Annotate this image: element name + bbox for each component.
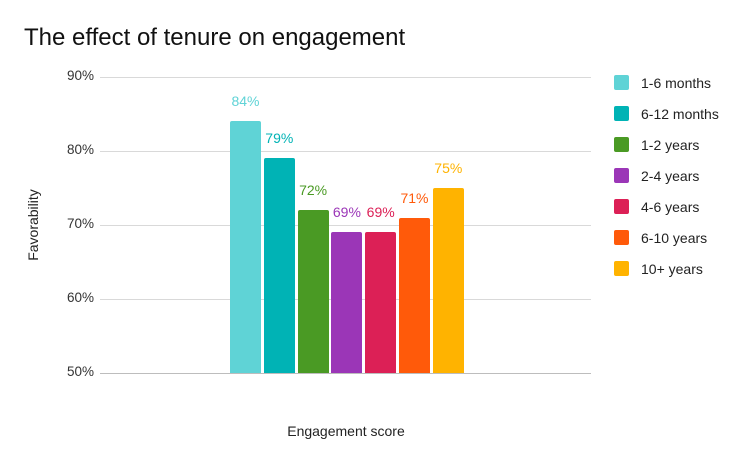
legend-swatch-icon [614, 230, 629, 245]
bar-6-10-years[interactable] [399, 217, 430, 373]
legend-label: 2-4 years [641, 167, 700, 184]
legend-label: 6-12 months [641, 105, 719, 122]
y-axis-label: Favorability [25, 189, 41, 261]
gridline [100, 77, 591, 78]
legend-label: 1-2 years [641, 136, 700, 153]
legend-swatch-icon [614, 106, 629, 121]
legend-item[interactable]: 1-6 months [614, 67, 719, 98]
data-label: 75% [434, 160, 463, 176]
data-label: 71% [400, 189, 429, 206]
bar-6-12-months[interactable] [263, 158, 295, 373]
bar-1-6-months[interactable] [230, 121, 261, 373]
legend-swatch-icon [614, 75, 629, 90]
bar-4-6-years[interactable] [365, 232, 397, 373]
legend-label: 6-10 years [641, 229, 708, 246]
legend-label: 4-6 years [641, 198, 700, 215]
legend-item[interactable]: 4-6 years [614, 191, 719, 222]
data-label: 79% [265, 130, 294, 147]
legend-label: 1-6 months [641, 74, 712, 91]
legend-item[interactable]: 6-10 years [614, 222, 719, 253]
gridline [100, 151, 591, 152]
y-tick-label: 60% [66, 290, 94, 305]
data-label: 69% [332, 204, 361, 221]
legend-item[interactable]: 10+ years [614, 253, 719, 284]
legend-swatch-icon [614, 261, 629, 276]
legend-item[interactable]: 1-2 years [614, 129, 719, 160]
legend: 1-6 months 6-12 months 1-2 years 2-4 years 4… [614, 67, 719, 284]
data-label: 84% [231, 93, 260, 110]
bar-2-4-years[interactable] [331, 232, 363, 373]
legend-item[interactable]: 2-4 years [614, 160, 719, 191]
chart-title: The effect of tenure on engagement [24, 24, 406, 51]
legend-swatch-icon [614, 168, 629, 183]
data-label: 69% [366, 204, 395, 221]
legend-item[interactable]: 6-12 months [614, 98, 719, 129]
bar-1-2-years[interactable] [297, 210, 329, 373]
y-tick-label: 50% [66, 364, 94, 379]
x-axis-label: Engagement score [287, 423, 405, 439]
legend-swatch-icon [614, 199, 629, 214]
legend-swatch-icon [614, 137, 629, 152]
y-tick-label: 80% [66, 142, 94, 157]
gridline [100, 373, 591, 374]
y-tick-label: 70% [66, 216, 94, 231]
bar-10-years[interactable] [432, 188, 464, 373]
y-tick-label: 90% [66, 68, 94, 83]
data-label: 72% [299, 182, 328, 199]
gridline [100, 225, 591, 226]
legend-label: 10+ years [641, 260, 703, 277]
